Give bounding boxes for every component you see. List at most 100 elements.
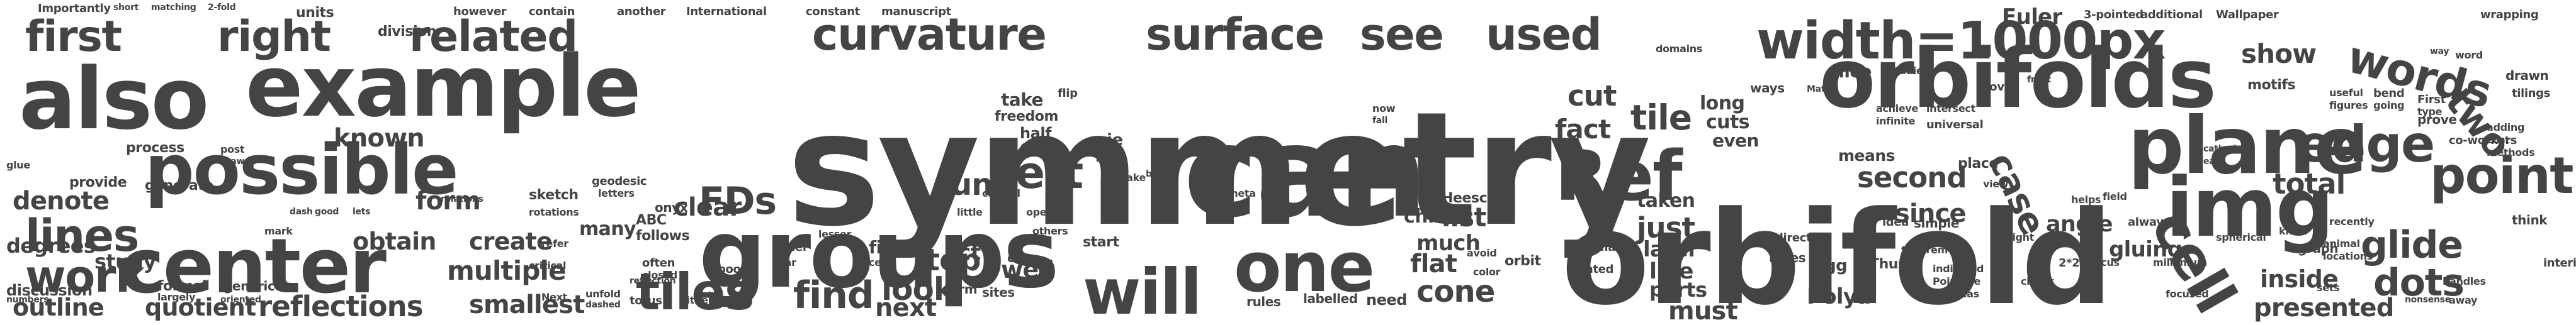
word-114: think [2512, 212, 2548, 228]
word-43: known [334, 124, 425, 153]
word-76: International [686, 5, 767, 18]
word-31: left [1001, 147, 1083, 199]
word-154: closed [642, 269, 677, 281]
word-187: Matt [1807, 84, 1829, 94]
word-44: form [415, 187, 481, 216]
word-48: reflections [258, 290, 424, 323]
word-125: simple [1914, 216, 1959, 231]
word-88: Heesch [1442, 190, 1497, 206]
word-164: many [579, 218, 636, 240]
word-227: spherical [2216, 231, 2266, 243]
word-148: unfold [585, 288, 621, 300]
word-222: draw [220, 157, 245, 167]
word-74: contain [529, 5, 575, 18]
word-72: division [378, 24, 437, 40]
word-118: pgg [1813, 256, 1848, 275]
word-178: freedom [995, 109, 1058, 124]
word-15: see [1360, 9, 1444, 60]
word-119: Polya [1807, 284, 1871, 309]
word-50: outline [13, 294, 105, 321]
word-60: second [1857, 161, 1967, 194]
word-97: additional [2140, 8, 2203, 21]
word-173: Importantly [38, 2, 111, 15]
word-139: need [1366, 291, 1407, 309]
word-149: dashed [585, 300, 621, 310]
word-169: relations [441, 194, 483, 204]
word-103: adding [2487, 121, 2525, 133]
word-162: largely [157, 291, 196, 303]
word-192: animal [2323, 238, 2360, 250]
word-45: obtain [353, 228, 436, 255]
word-83: i.e [1095, 150, 1114, 165]
word-24: one [1234, 227, 1375, 307]
word-57: line [1649, 259, 1694, 284]
word-49: smallest [469, 290, 585, 319]
word-176: 2-fold [208, 3, 236, 13]
word-85: term [944, 282, 978, 297]
word-220: glue [6, 159, 30, 171]
word-181: cake [1121, 172, 1146, 184]
word-127: direct [1775, 231, 1812, 245]
word-138: labelled [1303, 291, 1358, 306]
word-64: total [2273, 167, 2346, 201]
word-191: graph [2298, 241, 2339, 256]
word-70: process [126, 140, 184, 156]
word-95: Euler [2002, 4, 2062, 30]
word-39: cut [1568, 79, 1617, 113]
word-208: universal [1926, 118, 1984, 131]
word-155: refer [541, 238, 568, 250]
word-47: multiple [447, 255, 567, 286]
word-61: since [1895, 199, 1967, 228]
word-211: view [1983, 178, 2009, 190]
word-77: constant [806, 5, 860, 18]
word-184: now [1372, 102, 1396, 114]
word-109: going [2373, 99, 2405, 111]
word-22: tiles [636, 263, 755, 321]
word-65: inside [2260, 265, 2339, 293]
word-17: first [25, 12, 122, 62]
word-177: domains [1656, 43, 1703, 55]
word-133: much [1416, 231, 1481, 256]
word-6: example [246, 37, 641, 136]
word-143: order [774, 241, 808, 254]
word-5: also [19, 50, 209, 148]
word-113: type [2417, 106, 2443, 118]
word-218: millenium [2153, 256, 2208, 268]
word-2: can [1183, 99, 1428, 246]
word-4: orbifolds [1819, 31, 2217, 126]
word-92: taken [1637, 190, 1695, 212]
word-196: sets [2317, 282, 2340, 294]
word-71: units [296, 5, 334, 21]
word-56: orbit [1505, 253, 1541, 269]
word-203: little [957, 206, 983, 218]
word-107: prove [2417, 112, 2457, 127]
word-38: fact [1555, 114, 1611, 145]
word-86: start [1083, 234, 1119, 250]
word-219: focused [2166, 288, 2209, 300]
word-108: bend [2373, 87, 2405, 100]
word-129: stated [1574, 263, 1614, 276]
word-229: cover [1983, 80, 2018, 94]
word-223: mark [264, 225, 293, 237]
word-41: cuts [1706, 111, 1750, 133]
word-14: surface [1146, 9, 1325, 60]
word-172: onyx [655, 200, 688, 215]
word-27: lines [25, 210, 139, 262]
word-21: point [2430, 146, 2573, 205]
word-28: work [25, 251, 145, 302]
word-230: front [2027, 75, 2051, 85]
word-58: parts [1649, 278, 1707, 302]
word-59: must [1668, 297, 1738, 325]
word-168: rotations [529, 206, 579, 218]
word-98: Wallpaper [2216, 8, 2279, 21]
word-182: meet [1284, 146, 1323, 162]
word-188: nice [1832, 61, 1872, 82]
word-67: study [94, 250, 156, 273]
word-79: take [1001, 89, 1043, 110]
word-130: image [1593, 241, 1631, 254]
word-52: generic [223, 278, 275, 294]
word-193: locations [2323, 250, 2373, 262]
word-23: find [793, 273, 874, 317]
word-37: tile [1630, 97, 1692, 138]
word-216: always [2128, 216, 2170, 229]
